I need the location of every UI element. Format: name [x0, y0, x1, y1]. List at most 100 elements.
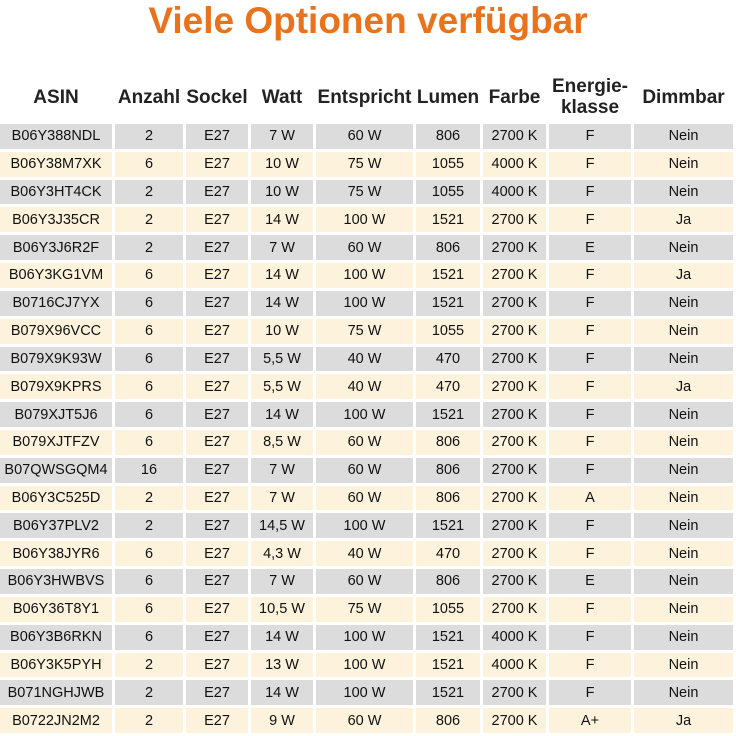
- table-cell: 75 W: [316, 179, 413, 205]
- table-cell: Nein: [634, 124, 733, 149]
- title: Viele Optionen verfügbar: [148, 0, 588, 41]
- column-header: Dimmbar: [642, 86, 725, 108]
- table-cell: 9 W: [251, 708, 313, 733]
- table-cell: E27: [186, 708, 248, 733]
- table-cell: 6: [115, 430, 183, 455]
- table-cell: E27: [186, 263, 248, 288]
- table-cell: 806: [416, 430, 480, 455]
- table-cell: E27: [186, 151, 248, 177]
- table-cell: 6: [115, 151, 183, 177]
- table-cell: E27: [186, 374, 248, 400]
- table-cell: 14 W: [251, 290, 313, 316]
- table-cell: 806: [416, 485, 480, 511]
- table-cell: Nein: [634, 151, 733, 177]
- table-cell: 2: [115, 179, 183, 205]
- column-header: Lumen: [416, 86, 480, 108]
- table-cell: B06Y3HWBVS: [0, 569, 112, 594]
- table-cell: E27: [186, 318, 248, 344]
- table-cell: 2700 K: [483, 263, 546, 288]
- table-cell: B079X9K93W: [0, 346, 112, 372]
- table-cell: 100 W: [316, 263, 413, 288]
- table-cell: 75 W: [316, 318, 413, 344]
- table-cell: Nein: [634, 457, 733, 483]
- table-cell: 60 W: [316, 708, 413, 733]
- column-header: Energie- klasse: [551, 76, 629, 118]
- table-cell: Ja: [634, 708, 733, 733]
- table-cell: F: [549, 680, 631, 706]
- table-cell: F: [549, 513, 631, 539]
- table-cell: 1055: [416, 179, 480, 205]
- table-cell: 2: [115, 680, 183, 706]
- table-cell: 4,3 W: [251, 541, 313, 567]
- table-cell: 2: [115, 513, 183, 539]
- table-cell: 60 W: [316, 430, 413, 455]
- table-cell: 2: [115, 124, 183, 149]
- table-cell: Nein: [634, 430, 733, 455]
- table-cell: 2: [115, 207, 183, 233]
- table-cell: 100 W: [316, 290, 413, 316]
- table-cell: 100 W: [316, 624, 413, 650]
- table-cell: 1521: [416, 680, 480, 706]
- table-cell: Nein: [634, 179, 733, 205]
- table-cell: 806: [416, 457, 480, 483]
- table-cell: B06Y38JYR6: [0, 541, 112, 567]
- table-cell: 4000 K: [483, 652, 546, 678]
- table-cell: 4000 K: [483, 179, 546, 205]
- table-cell: 2700 K: [483, 457, 546, 483]
- table-cell: 6: [115, 624, 183, 650]
- table-cell: 13 W: [251, 652, 313, 678]
- table-cell: Nein: [634, 652, 733, 678]
- table-cell: 6: [115, 569, 183, 594]
- table-cell: E27: [186, 290, 248, 316]
- table-cell: 60 W: [316, 124, 413, 149]
- table-cell: F: [549, 624, 631, 650]
- table-cell: 1521: [416, 624, 480, 650]
- table-cell: Nein: [634, 402, 733, 427]
- table-cell: Nein: [634, 513, 733, 539]
- table-cell: 7 W: [251, 569, 313, 594]
- table-cell: B079X96VCC: [0, 318, 112, 344]
- table-cell: 2700 K: [483, 124, 546, 149]
- table-cell: E27: [186, 569, 248, 594]
- table-cell: 2: [115, 652, 183, 678]
- table-cell: 14 W: [251, 263, 313, 288]
- table-cell: 806: [416, 569, 480, 594]
- table-cell: Ja: [634, 207, 733, 233]
- table-cell: 470: [416, 541, 480, 567]
- table-cell: B06Y388NDL: [0, 124, 112, 149]
- table-cell: 2700 K: [483, 235, 546, 261]
- table-cell: 1521: [416, 290, 480, 316]
- table-cell: B079X9KPRS: [0, 374, 112, 400]
- table-cell: B07QWSGQM4: [0, 457, 112, 483]
- table-cell: E27: [186, 541, 248, 567]
- table-cell: A: [549, 485, 631, 511]
- table-cell: 1055: [416, 318, 480, 344]
- table-cell: 806: [416, 124, 480, 149]
- column-header: Anzahl: [117, 86, 181, 108]
- table-cell: B0716CJ7YX: [0, 290, 112, 316]
- table-cell: B06Y36T8Y1: [0, 596, 112, 622]
- table-cell: 2: [115, 485, 183, 511]
- table-cell: Nein: [634, 290, 733, 316]
- column-header: Entspricht: [317, 86, 412, 108]
- table-cell: E27: [186, 179, 248, 205]
- table-cell: E27: [186, 513, 248, 539]
- table-cell: B06Y3K5PYH: [0, 652, 112, 678]
- table-cell: E27: [186, 652, 248, 678]
- table-cell: 60 W: [316, 235, 413, 261]
- column-header: Farbe: [488, 86, 541, 108]
- table-cell: 100 W: [316, 652, 413, 678]
- column-header: Watt: [261, 86, 303, 108]
- table-cell: E27: [186, 346, 248, 372]
- table-cell: B06Y38M7XK: [0, 151, 112, 177]
- table-cell: 5,5 W: [251, 374, 313, 400]
- table-cell: F: [549, 124, 631, 149]
- table-cell: 100 W: [316, 207, 413, 233]
- table-cell: F: [549, 207, 631, 233]
- table-cell: 2700 K: [483, 318, 546, 344]
- table-cell: E27: [186, 235, 248, 261]
- table-cell: 1521: [416, 652, 480, 678]
- table-cell: 6: [115, 263, 183, 288]
- table-cell: Nein: [634, 485, 733, 511]
- table-cell: 2: [115, 708, 183, 733]
